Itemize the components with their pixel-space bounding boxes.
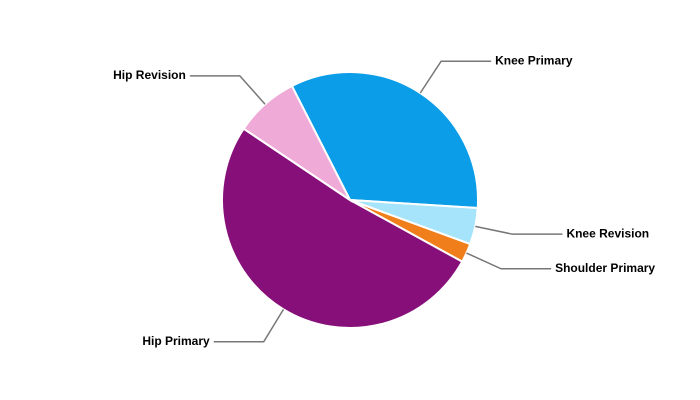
leader-line: [466, 252, 552, 270]
slice-label: Hip Revision: [113, 68, 186, 82]
slice-label: Knee Revision: [566, 226, 649, 240]
leader-line: [475, 225, 563, 235]
leader-line: [189, 75, 266, 105]
leader-line: [213, 308, 285, 343]
slice-label: Shoulder Primary: [555, 261, 655, 275]
leader-line: [419, 60, 492, 94]
pie-slice: [242, 84, 353, 203]
pie-slice: [290, 71, 479, 210]
slice-label: Knee Primary: [495, 53, 573, 67]
slice-label: Hip Primary: [142, 334, 210, 348]
